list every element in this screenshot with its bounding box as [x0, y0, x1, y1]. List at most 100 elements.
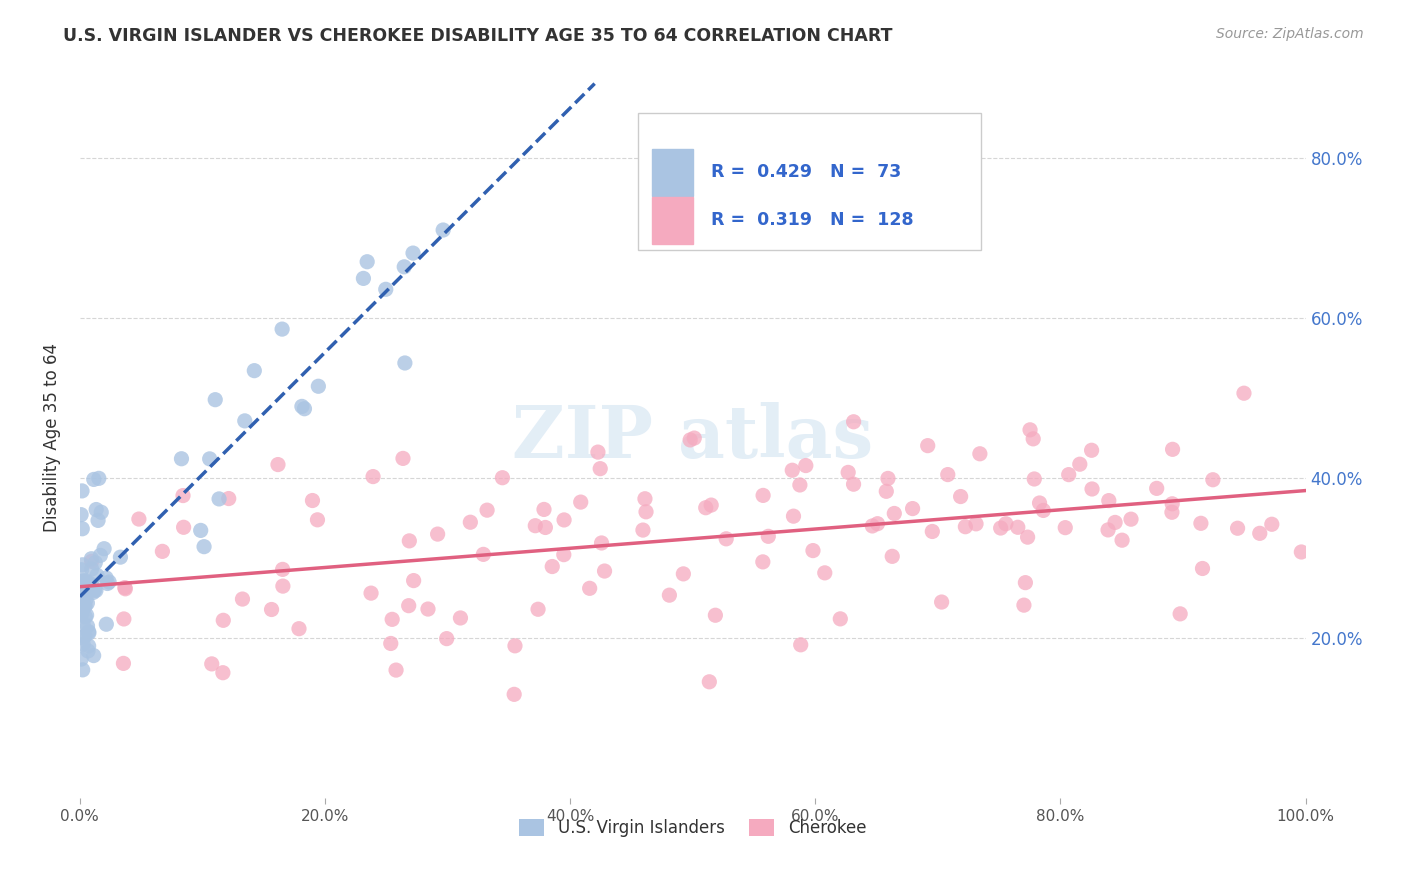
Point — [352, 271, 374, 285]
Point — [212, 665, 235, 680]
Point — [398, 533, 420, 548]
Bar — [652, 149, 693, 195]
Point — [398, 599, 420, 613]
Point — [243, 364, 266, 378]
Point — [658, 588, 681, 602]
Point — [380, 636, 402, 650]
Point — [1161, 505, 1184, 519]
Point — [77, 639, 100, 653]
Point — [1098, 493, 1121, 508]
Point — [84, 502, 107, 516]
Point — [866, 516, 889, 531]
Point — [301, 493, 323, 508]
Point — [883, 507, 905, 521]
Point — [578, 582, 600, 596]
Point — [1146, 481, 1168, 495]
Y-axis label: Disability Age 35 to 64: Disability Age 35 to 64 — [44, 343, 60, 533]
Point — [288, 622, 311, 636]
Point — [82, 585, 104, 599]
Point — [1168, 607, 1191, 621]
Point — [201, 657, 224, 671]
Point — [586, 445, 609, 459]
Point — [432, 223, 454, 237]
Point — [1080, 443, 1102, 458]
Point — [96, 617, 118, 632]
Point — [1032, 503, 1054, 517]
Point — [271, 562, 294, 576]
Point — [990, 521, 1012, 535]
Legend: U.S. Virgin Islanders, Cherokee: U.S. Virgin Islanders, Cherokee — [513, 813, 873, 844]
Point — [112, 657, 135, 671]
Point — [1191, 561, 1213, 575]
Point — [716, 532, 738, 546]
Point — [402, 246, 425, 260]
Point — [394, 356, 416, 370]
Point — [794, 458, 817, 473]
Point — [782, 509, 804, 524]
Point — [1054, 521, 1077, 535]
Point — [1097, 523, 1119, 537]
Point — [679, 433, 702, 447]
Point — [72, 574, 94, 588]
Point — [1161, 497, 1184, 511]
Point — [94, 571, 117, 585]
Point — [86, 568, 108, 582]
Point — [80, 551, 103, 566]
Point — [96, 576, 118, 591]
Point — [704, 608, 727, 623]
Point — [472, 547, 495, 561]
Bar — [652, 197, 693, 244]
Point — [426, 527, 449, 541]
Point — [233, 414, 256, 428]
Point — [683, 431, 706, 445]
Point — [1024, 472, 1046, 486]
Point — [307, 513, 329, 527]
Point — [172, 489, 194, 503]
Point — [70, 483, 93, 498]
Point — [814, 566, 837, 580]
Point — [491, 471, 513, 485]
Text: Source: ZipAtlas.com: Source: ZipAtlas.com — [1216, 27, 1364, 41]
Point — [700, 498, 723, 512]
Point — [1069, 457, 1091, 471]
Point — [294, 401, 316, 416]
Point — [307, 379, 329, 393]
Point — [789, 638, 811, 652]
Point — [672, 566, 695, 581]
Point — [591, 536, 613, 550]
Point — [936, 467, 959, 482]
Point — [83, 472, 105, 486]
Point — [1161, 442, 1184, 457]
Point — [89, 549, 111, 563]
Point — [752, 488, 775, 502]
Point — [356, 254, 378, 268]
Point — [1249, 526, 1271, 541]
Point — [173, 520, 195, 534]
Point — [1019, 423, 1042, 437]
Point — [291, 400, 314, 414]
Point — [541, 559, 564, 574]
Point — [392, 451, 415, 466]
Point — [969, 447, 991, 461]
Point — [634, 491, 657, 506]
Point — [271, 579, 294, 593]
Point — [875, 484, 897, 499]
Point — [360, 586, 382, 600]
Point — [361, 469, 384, 483]
Point — [212, 613, 235, 627]
Point — [75, 599, 97, 614]
Text: R =  0.429   N =  73: R = 0.429 N = 73 — [711, 163, 901, 181]
Point — [98, 574, 121, 589]
Point — [1028, 496, 1050, 510]
Point — [73, 586, 96, 600]
Point — [1022, 432, 1045, 446]
Point — [631, 523, 654, 537]
Point — [533, 502, 555, 516]
Point — [73, 629, 96, 643]
Point — [72, 522, 94, 536]
Point — [801, 543, 824, 558]
Point — [385, 663, 408, 677]
Point — [70, 508, 93, 522]
Point — [553, 513, 575, 527]
Point — [1202, 473, 1225, 487]
